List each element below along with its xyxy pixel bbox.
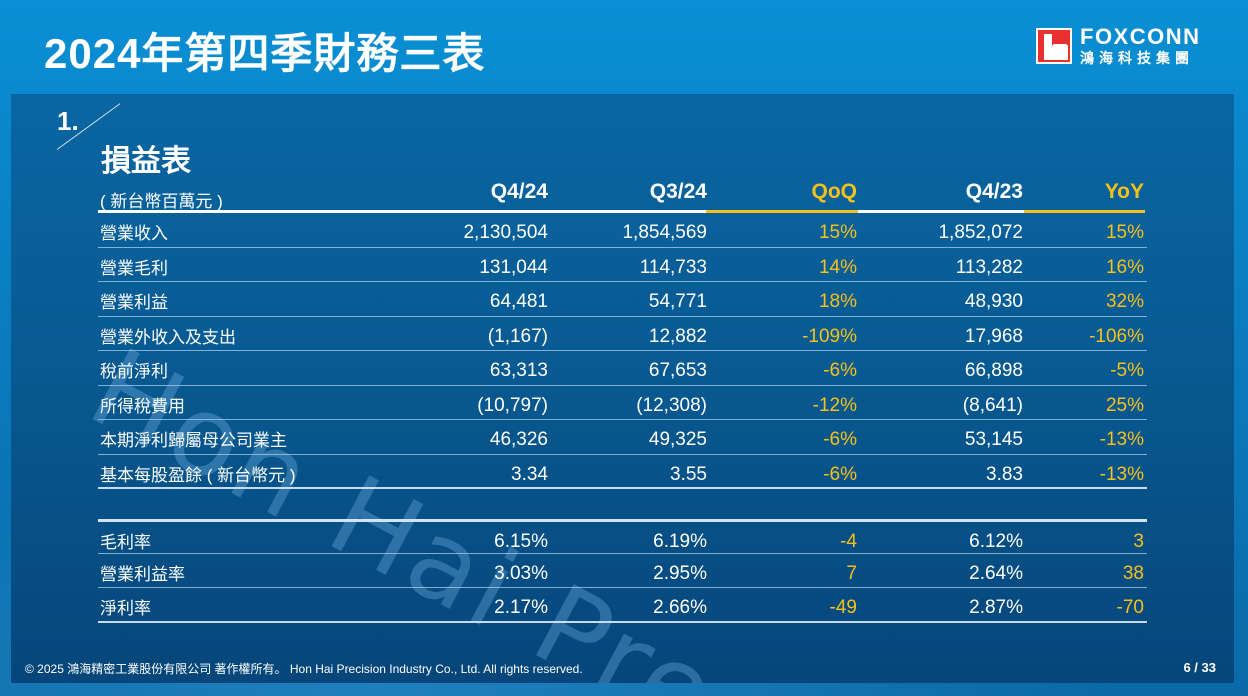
cell-q324: (12,308) — [636, 394, 707, 416]
table-row: 基本每股盈餘 ( 新台幣元 ) 3.34 3.55 -6% 3.83 -13% — [98, 455, 1147, 489]
income-statement-table: ( 新台幣百萬元 ) Q4/24 Q3/24 QoQ Q4/23 YoY 營業收… — [98, 174, 1147, 623]
header-underline — [98, 210, 1147, 213]
cell-q324: 2.66% — [653, 597, 707, 618]
cell-yoy: 15% — [1105, 222, 1144, 243]
cell-yoy: -70 — [1116, 597, 1144, 618]
cell-q423: 53,145 — [964, 429, 1023, 450]
cell-q424: 2,130,504 — [463, 222, 548, 243]
cell-q424: 131,044 — [479, 256, 548, 278]
cell-q424: 64,481 — [489, 291, 548, 312]
cell-yoy: -106% — [1089, 325, 1144, 347]
cell-q324: 49,325 — [648, 429, 707, 450]
table-row: 所得稅費用 (10,797) (12,308) -12% (8,641) 25% — [98, 386, 1147, 420]
table-row: 本期淨利歸屬母公司業主 46,326 49,325 -6% 53,145 -13… — [98, 420, 1147, 455]
cell-q423: (8,641) — [962, 394, 1023, 416]
ratio-row: 營業利益率 3.03% 2.95% 7 2.64% 38 — [98, 554, 1147, 588]
cell-qoq: -6% — [823, 429, 857, 450]
cell-qoq: -12% — [812, 394, 857, 416]
cell-yoy: -13% — [1099, 429, 1144, 450]
cell-q324: 12,882 — [648, 325, 707, 347]
cell-q423: 48,930 — [964, 291, 1023, 312]
cell-q423: 3.83 — [986, 463, 1023, 485]
foxconn-h-logo-icon — [1036, 27, 1072, 64]
cell-q424: 2.17% — [494, 597, 548, 618]
cell-yoy: -13% — [1099, 463, 1144, 485]
cell-q324: 6.19% — [653, 531, 707, 552]
ratio-row: 淨利率 2.17% 2.66% -49 2.87% -70 — [98, 588, 1147, 623]
table-row: 營業利益 64,481 54,771 18% 48,930 32% — [98, 282, 1147, 317]
table-row: 營業收入 2,130,504 1,854,569 15% 1,852,072 1… — [98, 213, 1147, 248]
col-header-yoy: YoY — [1104, 180, 1144, 203]
cell-q423: 17,968 — [964, 325, 1023, 347]
table-header: ( 新台幣百萬元 ) Q4/24 Q3/24 QoQ Q4/23 YoY — [98, 174, 1147, 211]
foxconn-logo: FOXCONN 鴻海科技集團 — [1036, 26, 1201, 65]
cell-q424: (1,167) — [487, 325, 548, 347]
cell-q424: 6.15% — [494, 531, 548, 552]
ratio-row: 毛利率 6.15% 6.19% -4 6.12% 3 — [98, 519, 1147, 554]
logo-english-text: FOXCONN — [1080, 24, 1201, 49]
table-row: 稅前淨利 63,313 67,653 -6% 66,898 -5% — [98, 351, 1147, 386]
section-number: 1. — [57, 106, 79, 136]
cell-yoy: 16% — [1105, 256, 1144, 278]
cell-q423: 66,898 — [964, 360, 1023, 381]
cell-q424: 63,313 — [489, 360, 548, 381]
content-panel: Hon Hai Precision 1. 損益表 ( 新台幣百萬元 ) Q4/2… — [11, 94, 1234, 683]
cell-q424: 46,326 — [489, 429, 548, 450]
cell-qoq: -6% — [823, 360, 857, 381]
row-label: 營業利益率 — [100, 564, 185, 584]
table-row: 營業外收入及支出 (1,167) 12,882 -109% 17,968 -10… — [98, 317, 1147, 351]
cell-q423: 6.12% — [969, 531, 1023, 552]
slide-title: 2024年第四季財務三表 — [44, 30, 486, 77]
table-row: 營業毛利 131,044 114,733 14% 113,282 16% — [98, 248, 1147, 282]
cell-q423: 1,852,072 — [938, 222, 1023, 243]
page-number: 6 / 33 — [1183, 660, 1216, 675]
col-header-q423: Q4/23 — [965, 180, 1023, 203]
unit-label: ( 新台幣百萬元 ) — [100, 192, 223, 211]
cell-yoy: 25% — [1105, 394, 1144, 416]
cell-qoq: -109% — [802, 325, 857, 347]
cell-yoy: 32% — [1105, 291, 1144, 312]
row-label: 本期淨利歸屬母公司業主 — [100, 431, 287, 450]
section-title: 損益表 — [101, 145, 191, 178]
row-label: 營業外收入及支出 — [100, 327, 236, 347]
cell-q423: 2.87% — [969, 597, 1023, 618]
col-header-q424: Q4/24 — [490, 180, 548, 203]
row-label: 所得稅費用 — [100, 396, 185, 416]
cell-qoq: -4 — [840, 531, 857, 552]
row-label: 淨利率 — [100, 599, 151, 618]
cell-qoq: 15% — [818, 222, 857, 243]
row-label: 基本每股盈餘 ( 新台幣元 ) — [100, 465, 296, 485]
cell-q324: 2.95% — [653, 562, 707, 584]
col-header-q324: Q3/24 — [649, 180, 707, 203]
cell-q324: 1,854,569 — [622, 222, 707, 243]
col-header-qoq: QoQ — [811, 180, 858, 203]
cell-qoq: 7 — [846, 562, 857, 584]
cell-q424: 3.34 — [511, 463, 548, 485]
cell-q324: 3.55 — [670, 463, 707, 485]
cell-qoq: -6% — [823, 463, 857, 485]
cell-q424: (10,797) — [477, 394, 548, 416]
cell-yoy: 3 — [1133, 531, 1144, 552]
cell-q423: 2.64% — [969, 562, 1023, 584]
cell-yoy: 38 — [1122, 562, 1144, 584]
cell-q324: 54,771 — [648, 291, 707, 312]
table-spacer — [98, 489, 1147, 519]
cell-qoq: 14% — [818, 256, 857, 278]
cell-q324: 114,733 — [639, 256, 707, 278]
row-label: 營業收入 — [100, 224, 168, 243]
row-label: 營業毛利 — [100, 258, 168, 278]
copyright-footer: © 2025 鴻海精密工業股份有限公司 著作權所有。 Hon Hai Preci… — [25, 662, 583, 676]
row-label: 毛利率 — [100, 533, 151, 552]
logo-chinese-text: 鴻海科技集團 — [1080, 50, 1194, 66]
row-label: 稅前淨利 — [100, 362, 168, 381]
cell-qoq: -49 — [829, 597, 857, 618]
cell-yoy: -5% — [1110, 360, 1144, 381]
cell-qoq: 18% — [818, 291, 857, 312]
row-label: 營業利益 — [100, 293, 168, 312]
cell-q324: 67,653 — [648, 360, 707, 381]
cell-q424: 3.03% — [494, 562, 548, 584]
cell-q423: 113,282 — [955, 256, 1023, 278]
